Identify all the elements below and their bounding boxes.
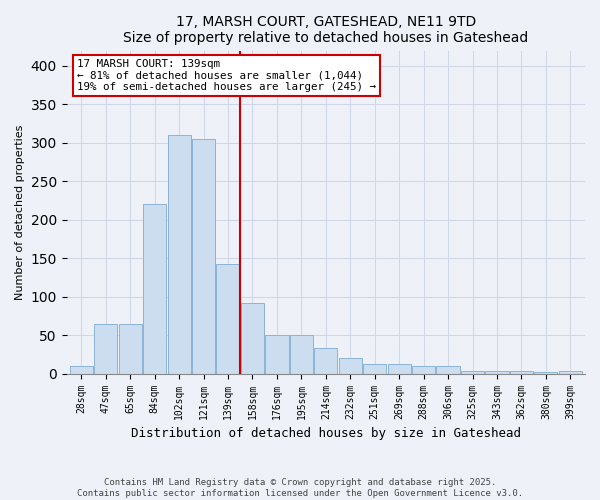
Bar	[241, 303, 264, 374]
Bar	[314, 348, 337, 374]
Bar	[485, 370, 509, 374]
X-axis label: Distribution of detached houses by size in Gateshead: Distribution of detached houses by size …	[131, 427, 521, 440]
Bar	[363, 364, 386, 374]
Bar	[290, 335, 313, 374]
Bar	[461, 370, 484, 374]
Text: 17 MARSH COURT: 139sqm
← 81% of detached houses are smaller (1,044)
19% of semi-: 17 MARSH COURT: 139sqm ← 81% of detached…	[77, 58, 376, 92]
Bar	[388, 364, 411, 374]
Bar	[94, 324, 118, 374]
Title: 17, MARSH COURT, GATESHEAD, NE11 9TD
Size of property relative to detached house: 17, MARSH COURT, GATESHEAD, NE11 9TD Siz…	[123, 15, 529, 45]
Bar	[70, 366, 93, 374]
Bar	[265, 335, 289, 374]
Bar	[217, 264, 239, 374]
Bar	[143, 204, 166, 374]
Bar	[559, 372, 582, 374]
Bar	[167, 135, 191, 374]
Bar	[338, 358, 362, 374]
Bar	[510, 372, 533, 374]
Bar	[412, 366, 435, 374]
Bar	[192, 139, 215, 374]
Bar	[436, 366, 460, 374]
Text: Contains HM Land Registry data © Crown copyright and database right 2025.
Contai: Contains HM Land Registry data © Crown c…	[77, 478, 523, 498]
Y-axis label: Number of detached properties: Number of detached properties	[15, 124, 25, 300]
Bar	[119, 324, 142, 374]
Bar	[534, 372, 557, 374]
